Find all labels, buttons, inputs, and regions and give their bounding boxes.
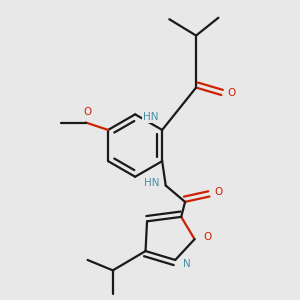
Text: O: O: [203, 232, 211, 242]
Text: HN: HN: [143, 112, 159, 122]
Text: HN: HN: [144, 178, 159, 188]
Text: O: O: [228, 88, 236, 98]
Text: N: N: [183, 260, 190, 269]
Text: O: O: [215, 187, 223, 197]
Text: O: O: [83, 107, 92, 117]
